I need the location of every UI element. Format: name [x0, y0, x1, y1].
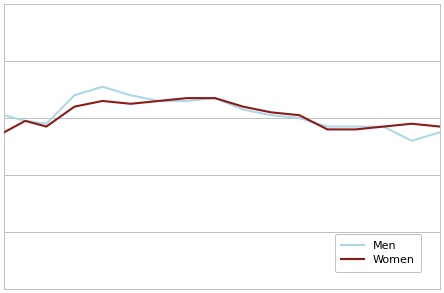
Women — [44, 125, 49, 128]
Men — [353, 125, 358, 128]
Women — [100, 99, 105, 103]
Women — [325, 128, 330, 131]
Men — [409, 139, 414, 143]
Men — [23, 119, 28, 123]
Women — [212, 96, 218, 100]
Men — [269, 113, 274, 117]
Women — [381, 125, 386, 128]
Legend: Men, Women: Men, Women — [335, 234, 421, 272]
Women — [1, 130, 7, 134]
Men — [156, 99, 162, 103]
Men — [325, 125, 330, 128]
Women — [240, 105, 246, 108]
Women — [156, 99, 162, 103]
Line: Men: Men — [4, 87, 440, 141]
Men — [100, 85, 105, 88]
Women — [23, 119, 28, 123]
Men — [1, 113, 7, 117]
Men — [240, 108, 246, 111]
Women — [409, 122, 414, 125]
Women — [184, 96, 190, 100]
Men — [297, 116, 302, 120]
Men — [212, 96, 218, 100]
Women — [297, 113, 302, 117]
Women — [353, 128, 358, 131]
Women — [128, 102, 133, 105]
Women — [437, 125, 443, 128]
Line: Women: Women — [4, 98, 440, 132]
Men — [72, 93, 77, 97]
Men — [44, 122, 49, 125]
Men — [437, 130, 443, 134]
Women — [269, 110, 274, 114]
Women — [72, 105, 77, 108]
Men — [184, 99, 190, 103]
Men — [381, 125, 386, 128]
Men — [128, 93, 133, 97]
